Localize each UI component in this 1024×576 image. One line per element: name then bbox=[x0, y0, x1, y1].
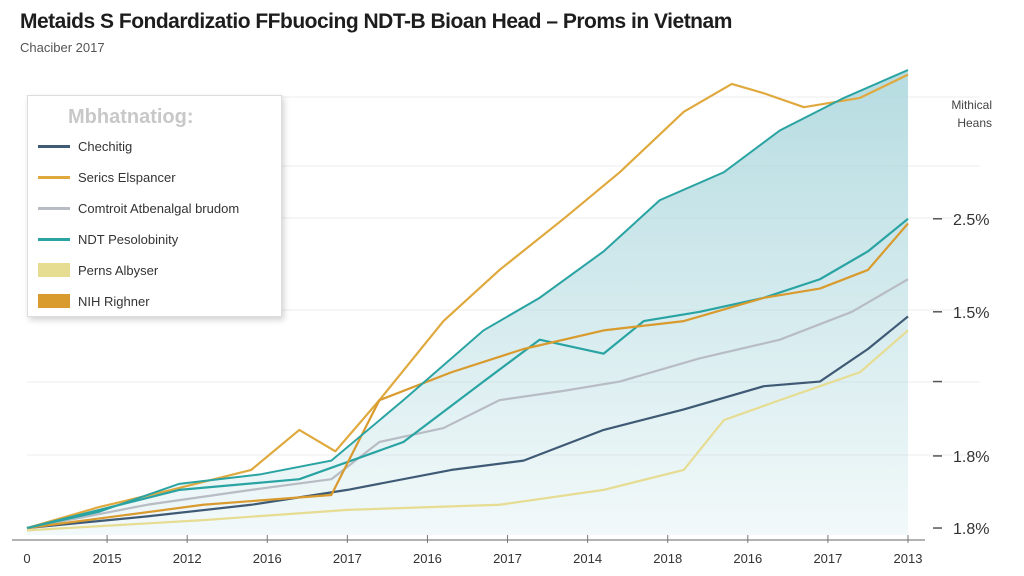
legend-label: Serics Elspancer bbox=[78, 169, 176, 185]
legend-title: Mbhatnatiog: bbox=[68, 106, 194, 128]
legend-label: Comtroit Atbenalgal brudom bbox=[78, 200, 240, 216]
legend-label: Perns Albyser bbox=[78, 262, 159, 278]
x-tick-label: 2018 bbox=[653, 551, 682, 566]
x-tick-label: 2017 bbox=[493, 551, 522, 566]
legend-swatch bbox=[38, 175, 70, 179]
x-tick-label: 2017 bbox=[813, 551, 842, 566]
area-outline bbox=[26, 69, 909, 530]
series-line-1 bbox=[26, 73, 909, 530]
y-tick-label: 2.5% bbox=[953, 212, 989, 229]
x-tick-label: 2013 bbox=[894, 551, 923, 566]
series-line-3 bbox=[26, 217, 909, 530]
legend-label: NIH Righner bbox=[78, 293, 150, 309]
legend-item: Serics Elspancer bbox=[38, 167, 176, 187]
legend-swatch bbox=[38, 294, 70, 308]
x-tick-label: 2014 bbox=[573, 551, 602, 566]
chart-title: Metaids S Fondardizatio FFbuocing NDT-B … bbox=[20, 10, 732, 33]
y-tick-label: 1.8% bbox=[953, 521, 989, 538]
series-line-5 bbox=[26, 222, 909, 530]
x-tick-label: 0 bbox=[23, 551, 30, 566]
x-tick-label: 2015 bbox=[93, 551, 122, 566]
legend-swatch bbox=[38, 206, 70, 210]
x-tick-label: 2016 bbox=[253, 551, 282, 566]
series-line-4 bbox=[26, 329, 909, 532]
legend-item: Comtroit Atbenalgal brudom bbox=[38, 198, 239, 218]
x-tick-label: 2017 bbox=[333, 551, 362, 566]
legend-swatch bbox=[38, 263, 70, 277]
legend-item: Chechitig bbox=[38, 136, 132, 156]
legend-swatch bbox=[38, 144, 70, 148]
y-axis-label: Mithical Heans bbox=[951, 98, 992, 130]
legend-swatch bbox=[38, 237, 70, 241]
x-tick-label: 2016 bbox=[733, 551, 762, 566]
y-tick-label: 1.5% bbox=[953, 305, 989, 322]
series-line-0 bbox=[26, 315, 909, 530]
x-tick-label: 2016 bbox=[413, 551, 442, 566]
area-fill bbox=[27, 70, 908, 535]
x-tick-label: 2012 bbox=[173, 551, 202, 566]
series-line-2 bbox=[26, 278, 909, 530]
legend-item: NDT Pesolobinity bbox=[38, 229, 178, 249]
legend-label: Chechitig bbox=[78, 138, 133, 154]
legend-label: NDT Pesolobinity bbox=[78, 231, 179, 247]
chart-subtitle: Chaciber 2017 bbox=[20, 40, 105, 55]
y-tick-label: 1.8% bbox=[953, 449, 989, 466]
legend-item: NIH Righner bbox=[38, 291, 150, 311]
legend: Mbhatnatiog: Chechitig Serics Elspancer Co… bbox=[27, 95, 282, 317]
legend-item: Perns Albyser bbox=[38, 260, 158, 280]
